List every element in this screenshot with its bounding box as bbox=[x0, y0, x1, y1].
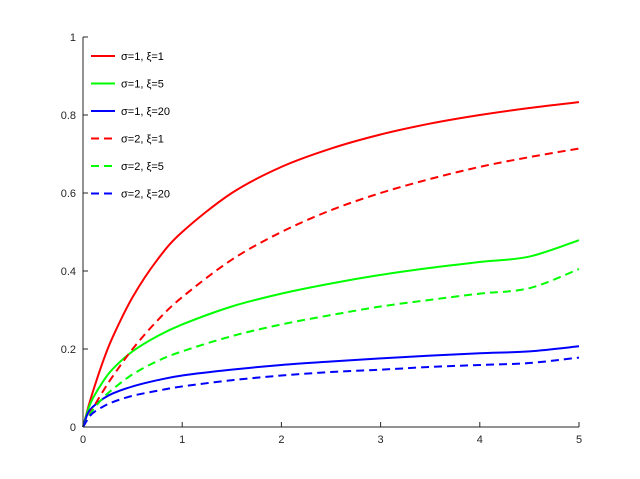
series-line-1 bbox=[82, 101, 580, 428]
legend-label-3: σ=1, ξ=20 bbox=[121, 106, 170, 118]
x-tick-label: 0 bbox=[80, 434, 86, 446]
legend-label-5: σ=2, ξ=5 bbox=[121, 161, 164, 173]
legend-label-1: σ=1, ξ=1 bbox=[121, 51, 164, 63]
y-tick-label: 0 bbox=[70, 422, 76, 434]
plot-area bbox=[82, 101, 580, 428]
legend-label-6: σ=2, ξ=20 bbox=[121, 189, 170, 201]
x-tick-label: 2 bbox=[278, 434, 284, 446]
y-tick-label: 0.2 bbox=[61, 344, 76, 356]
y-tick-label: 0.8 bbox=[61, 110, 76, 122]
axes: 0 1 2 3 4 5 0 0.2 0.4 0.6 0.8 1 bbox=[61, 32, 582, 446]
series-line-4 bbox=[82, 147, 580, 428]
y-tick-label: 1 bbox=[70, 32, 76, 44]
y-tick-label: 0.6 bbox=[61, 188, 76, 200]
series-line-2 bbox=[82, 239, 580, 428]
series-line-6 bbox=[82, 356, 580, 428]
y-tick-label: 0.4 bbox=[61, 266, 76, 278]
x-tick-label: 5 bbox=[576, 434, 582, 446]
legend: σ=1, ξ=1 σ=1, ξ=5 σ=1, ξ=20 σ=2, ξ=1 σ=2, ξ=… bbox=[91, 51, 170, 201]
series-line-5 bbox=[82, 268, 580, 428]
x-tick-label: 3 bbox=[378, 434, 384, 446]
x-tick-label: 4 bbox=[477, 434, 483, 446]
series-line-3 bbox=[82, 345, 580, 428]
x-tick-label: 1 bbox=[179, 434, 185, 446]
legend-label-2: σ=1, ξ=5 bbox=[121, 79, 164, 91]
legend-label-4: σ=2, ξ=1 bbox=[121, 134, 164, 146]
